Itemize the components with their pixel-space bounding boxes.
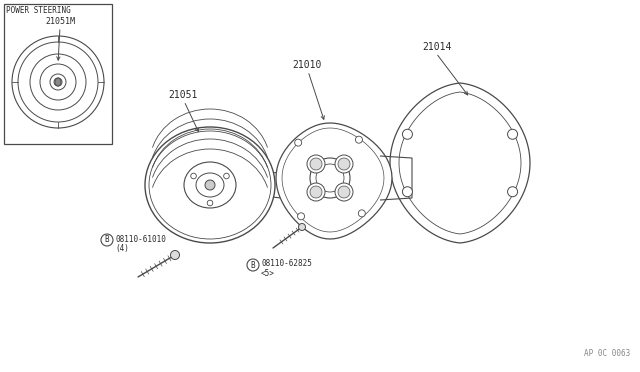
Circle shape (247, 259, 259, 271)
Polygon shape (390, 83, 530, 243)
Circle shape (508, 187, 518, 197)
Circle shape (298, 213, 305, 220)
Circle shape (205, 180, 215, 190)
Ellipse shape (310, 186, 322, 198)
Ellipse shape (307, 183, 325, 201)
Circle shape (358, 210, 365, 217)
Polygon shape (282, 128, 384, 232)
Circle shape (508, 129, 518, 139)
Circle shape (403, 187, 412, 197)
Ellipse shape (55, 78, 61, 86)
Circle shape (18, 42, 98, 122)
Circle shape (223, 173, 229, 179)
Circle shape (12, 36, 104, 128)
Circle shape (30, 54, 86, 110)
Polygon shape (399, 92, 521, 234)
Circle shape (191, 173, 196, 179)
Ellipse shape (335, 155, 353, 173)
Text: 08110-61010: 08110-61010 (115, 234, 166, 244)
Text: (4): (4) (115, 244, 129, 253)
Text: 21010: 21010 (292, 60, 321, 70)
Circle shape (101, 234, 113, 246)
Circle shape (294, 139, 301, 146)
Ellipse shape (184, 162, 236, 208)
Ellipse shape (149, 131, 271, 239)
Ellipse shape (307, 155, 325, 173)
Circle shape (170, 250, 179, 260)
Circle shape (54, 78, 62, 86)
Ellipse shape (310, 158, 322, 170)
Circle shape (310, 158, 350, 198)
Text: <5>: <5> (261, 269, 275, 278)
Text: 21014: 21014 (422, 42, 451, 52)
Circle shape (207, 200, 212, 206)
Circle shape (316, 164, 344, 192)
Ellipse shape (196, 173, 224, 197)
Circle shape (298, 224, 305, 231)
Ellipse shape (145, 127, 275, 243)
Ellipse shape (338, 158, 350, 170)
Ellipse shape (335, 183, 353, 201)
Polygon shape (276, 123, 392, 239)
Circle shape (403, 129, 412, 139)
Text: POWER STEERING: POWER STEERING (6, 6, 71, 15)
Circle shape (50, 74, 66, 90)
Text: 21051M: 21051M (45, 17, 75, 26)
Text: AP 0C 0063: AP 0C 0063 (584, 349, 630, 358)
Text: B: B (105, 235, 109, 244)
Bar (4, 4, 112, 144)
Text: 21051: 21051 (168, 90, 197, 100)
Text: 08110-62825: 08110-62825 (261, 260, 312, 269)
Text: B: B (251, 260, 255, 269)
Circle shape (40, 64, 76, 100)
Circle shape (355, 136, 362, 143)
Ellipse shape (338, 186, 350, 198)
